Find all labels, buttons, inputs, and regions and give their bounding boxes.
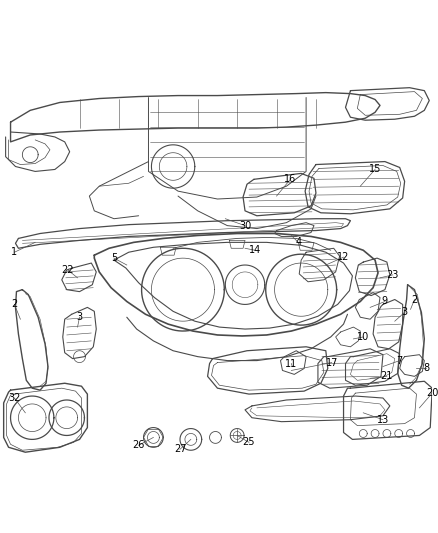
Text: 14: 14: [249, 245, 261, 255]
Text: 3: 3: [402, 308, 408, 317]
Text: 20: 20: [426, 388, 438, 398]
Text: 22: 22: [61, 265, 74, 275]
Text: 25: 25: [243, 438, 255, 447]
Text: 4: 4: [295, 237, 301, 247]
Text: 23: 23: [387, 270, 399, 280]
Text: 13: 13: [377, 415, 389, 425]
Text: 11: 11: [285, 359, 297, 368]
Text: 27: 27: [174, 444, 186, 454]
Text: 30: 30: [239, 221, 251, 231]
Text: 2: 2: [411, 295, 417, 304]
Text: 26: 26: [132, 440, 145, 450]
Text: 8: 8: [423, 364, 429, 374]
Text: 5: 5: [111, 253, 117, 263]
Text: 16: 16: [284, 174, 297, 184]
Text: 32: 32: [8, 393, 21, 403]
Text: 1: 1: [11, 247, 18, 257]
Text: 3: 3: [77, 312, 83, 322]
Text: 17: 17: [325, 358, 338, 368]
Text: 12: 12: [337, 252, 350, 262]
Text: 15: 15: [369, 165, 381, 174]
Text: 10: 10: [357, 332, 369, 342]
Text: 21: 21: [381, 372, 393, 381]
Text: 2: 2: [11, 300, 18, 310]
Text: 9: 9: [382, 296, 388, 306]
Text: 7: 7: [396, 356, 403, 366]
